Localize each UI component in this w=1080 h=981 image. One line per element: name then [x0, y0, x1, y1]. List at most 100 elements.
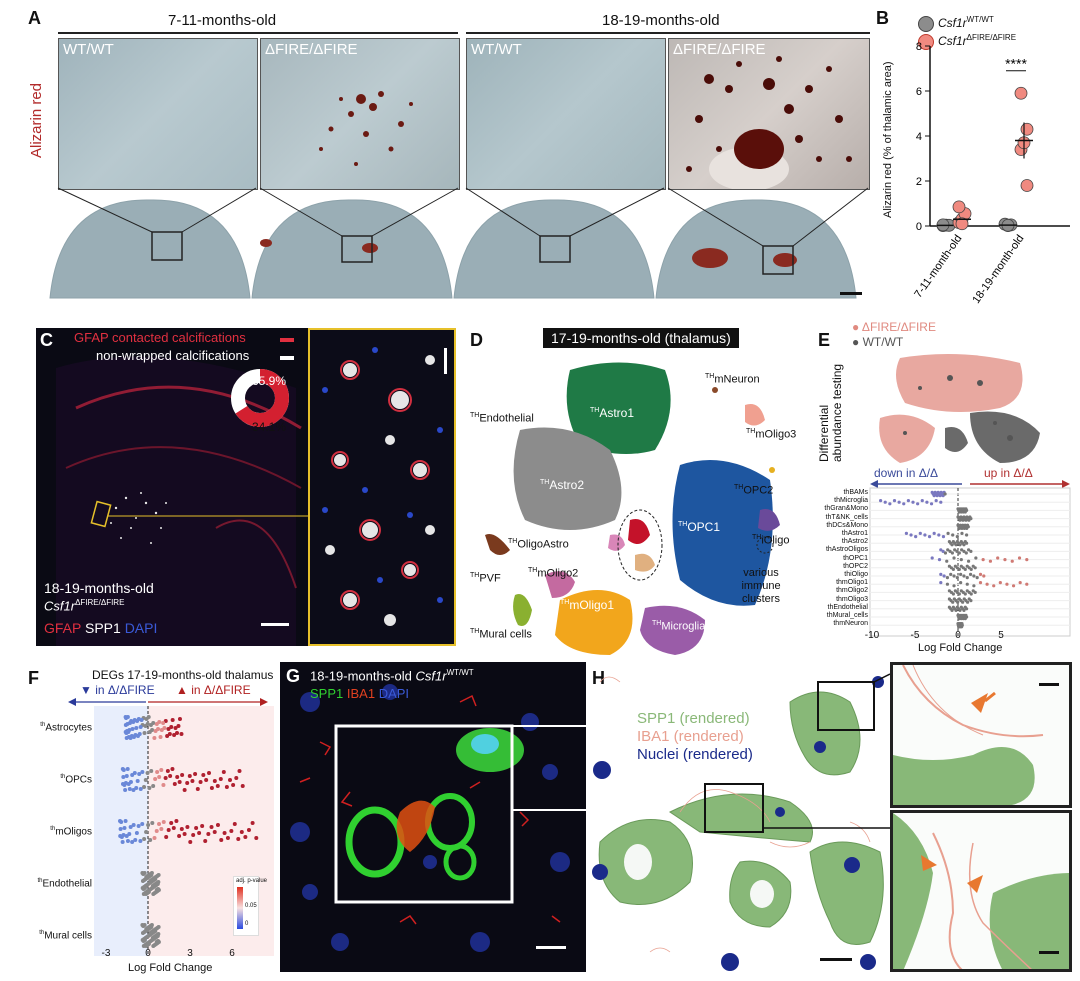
f-point — [142, 886, 147, 890]
f-point — [188, 840, 193, 844]
e-point — [909, 533, 913, 537]
x-category-label: 18-19-month-old — [970, 233, 1026, 306]
e-point — [939, 500, 943, 504]
f-x-tick: 0 — [145, 948, 151, 959]
e-point — [955, 535, 959, 539]
e-point — [945, 582, 950, 586]
cluster-opc2-red — [628, 519, 650, 544]
f-point — [131, 788, 136, 792]
label-endothelial: THEndothelial — [470, 412, 534, 425]
e-point — [946, 548, 950, 552]
f-point — [173, 726, 178, 730]
beeswarm-plot — [869, 487, 1071, 637]
f-point — [175, 731, 180, 735]
f-point — [137, 772, 142, 776]
f-point — [155, 934, 160, 938]
brain-section-1 — [49, 199, 251, 299]
label-opc2: THOPC2 — [734, 484, 774, 497]
label-moligo1: THmOligo1 — [560, 598, 615, 612]
panel-c-stains: GFAP SPP1 DAPI — [44, 620, 158, 636]
e-point — [930, 556, 934, 560]
f-point — [222, 831, 227, 835]
e-point — [965, 615, 969, 619]
f-point — [149, 769, 154, 773]
legend-red-swatch — [280, 338, 294, 342]
e-point — [883, 500, 887, 504]
e-point — [946, 531, 950, 535]
e-point — [888, 502, 892, 506]
panel-f-label: F — [28, 668, 39, 688]
f-point — [145, 771, 150, 775]
e-point — [951, 592, 955, 596]
e-point — [969, 592, 973, 596]
differential-abundance-label: Differential abundance testing — [817, 363, 844, 462]
f-point — [126, 782, 131, 786]
e-point — [963, 592, 967, 596]
e-point — [916, 502, 920, 506]
f-x-tick: 3 — [187, 948, 193, 959]
f-point — [138, 839, 143, 843]
f-point — [179, 732, 184, 736]
f-point — [128, 825, 133, 829]
f-point — [155, 882, 160, 886]
f-row-label: thmOligos — [50, 826, 92, 838]
e-point — [974, 556, 978, 560]
f-point — [193, 772, 198, 776]
f-point — [153, 729, 158, 733]
calcification-zoom — [308, 328, 456, 646]
e-point — [965, 533, 969, 537]
f-point — [232, 822, 237, 826]
group-label-young: 7-11-months-old — [168, 12, 277, 29]
y-tick-label: 2 — [916, 176, 922, 188]
f-row-label: thMural cells — [39, 930, 92, 942]
f-point — [215, 823, 220, 827]
f-point — [122, 826, 127, 830]
f-point — [159, 827, 164, 831]
g-stains: SPP1 IBA1 DAPI — [310, 686, 410, 701]
f-point — [119, 835, 124, 839]
f-point — [227, 778, 232, 782]
f-point — [144, 717, 149, 721]
legend-fire-text: Csf1rΔFIRE/ΔFIRE — [938, 33, 1017, 48]
f-point — [177, 780, 182, 784]
f-point — [209, 825, 214, 829]
e-row-label: thiOligo — [844, 571, 868, 578]
label-mural: THMural cells — [470, 628, 532, 641]
e-point — [957, 567, 961, 571]
e-row-label: thEndothelial — [827, 603, 868, 611]
e-point — [959, 558, 963, 562]
f-point — [125, 767, 130, 771]
f-point — [153, 929, 158, 933]
f-point — [240, 784, 245, 788]
e-point — [998, 581, 1002, 585]
e-point — [965, 541, 969, 545]
f-point — [169, 821, 174, 825]
e-point — [978, 572, 983, 576]
legend-e-fire: ● ΔFIRE/ΔFIRE — [852, 320, 936, 334]
e-point — [937, 533, 941, 537]
tile-label: ΔFIRE/ΔFIRE — [673, 41, 766, 58]
e-point — [1005, 582, 1009, 586]
panel-e-label: E — [818, 330, 831, 350]
f-point — [140, 822, 145, 826]
f-point — [195, 787, 200, 791]
f-point — [250, 821, 255, 825]
f-point — [212, 779, 217, 783]
e-point — [958, 608, 962, 612]
e-point — [879, 499, 883, 503]
legend-wt-marker — [918, 16, 934, 32]
colorbar-box: adj. p-value 0.05 0 — [233, 876, 267, 936]
e-point — [981, 558, 985, 562]
label-opc1: THOPC1 — [678, 520, 721, 534]
e-point — [969, 517, 973, 521]
f-point — [146, 890, 151, 894]
label-moligo2: THmOligo2 — [528, 567, 579, 580]
e-point — [960, 548, 964, 552]
f-point — [159, 768, 164, 772]
e-row-label: thAstro1 — [841, 530, 868, 537]
f-row-label: thEndothelial — [37, 878, 93, 890]
f-point — [142, 731, 147, 735]
e-row-label: thOPC2 — [843, 562, 868, 570]
label-astro1: THAstro1 — [590, 406, 635, 420]
colorbar-gradient — [237, 887, 243, 929]
